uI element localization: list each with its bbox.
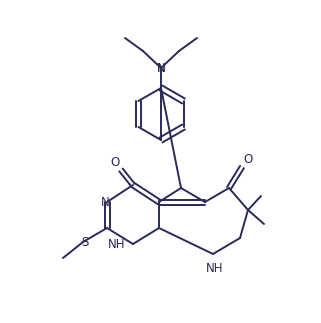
Text: O: O <box>243 152 253 165</box>
Text: N: N <box>157 61 165 75</box>
Text: N: N <box>100 195 109 209</box>
Text: NH: NH <box>108 237 125 251</box>
Text: NH: NH <box>206 262 224 275</box>
Text: S: S <box>81 235 89 248</box>
Text: N: N <box>157 61 165 75</box>
Text: O: O <box>110 155 120 169</box>
